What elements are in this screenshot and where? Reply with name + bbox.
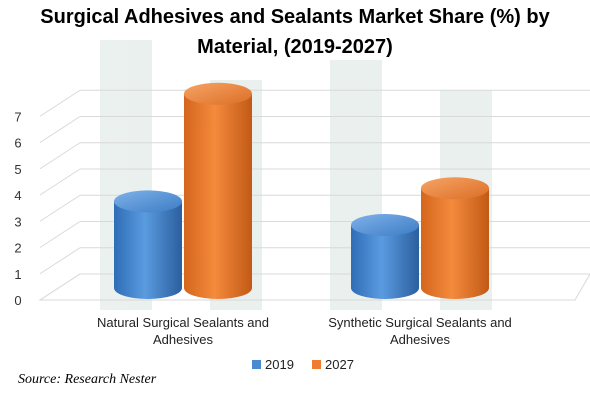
gridline-depth xyxy=(39,142,81,170)
source-note: Source: Research Nester xyxy=(18,372,157,387)
chart-title-line-2: Material, (2019-2027) xyxy=(197,36,393,58)
bar-top xyxy=(421,177,489,200)
gridline-depth xyxy=(39,194,81,222)
bar xyxy=(114,201,182,299)
gridline-depth xyxy=(39,221,81,248)
x-tick-label: Adhesives xyxy=(153,332,213,347)
gridline-depth xyxy=(39,89,81,117)
legend-swatch xyxy=(252,360,261,369)
bar-top xyxy=(351,214,419,236)
legend: 2019 2027 xyxy=(252,357,354,372)
x-tick-label: Natural Surgical Sealants and xyxy=(97,315,269,330)
y-tick-label: 4 xyxy=(14,188,21,203)
y-tick-label: 3 xyxy=(14,214,21,229)
legend-label: 2027 xyxy=(325,357,354,372)
y-tick-label: 2 xyxy=(14,241,21,256)
gridline-depth xyxy=(39,168,81,196)
floor xyxy=(38,273,590,301)
bars xyxy=(114,82,489,299)
legend-label: 2019 xyxy=(265,357,294,372)
bar xyxy=(184,93,252,299)
y-tick-label: 6 xyxy=(14,136,21,151)
chart-title-line-1: Surgical Adhesives and Sealants Market S… xyxy=(40,6,550,28)
y-tick-label: 0 xyxy=(14,293,21,308)
labels: 0 1 2 3 4 5 6 7 Natural Surgical Sealants and Adh… xyxy=(14,109,511,347)
gridline-depth xyxy=(39,247,81,275)
chart-title: Surgical Adhesives and Sealants Market S… xyxy=(0,2,590,62)
bar-top xyxy=(184,82,252,105)
x-tick-label: Synthetic Surgical Sealants and xyxy=(328,315,512,330)
bar-top xyxy=(114,190,182,213)
bar xyxy=(421,188,489,299)
y-tick-label: 5 xyxy=(14,162,21,177)
y-tick-label: 1 xyxy=(14,267,21,282)
y-tick-label: 7 xyxy=(14,109,21,124)
legend-swatch xyxy=(312,360,321,369)
bar xyxy=(351,225,419,299)
x-tick-label: Adhesives xyxy=(390,332,450,347)
gridline-depth xyxy=(39,116,81,143)
